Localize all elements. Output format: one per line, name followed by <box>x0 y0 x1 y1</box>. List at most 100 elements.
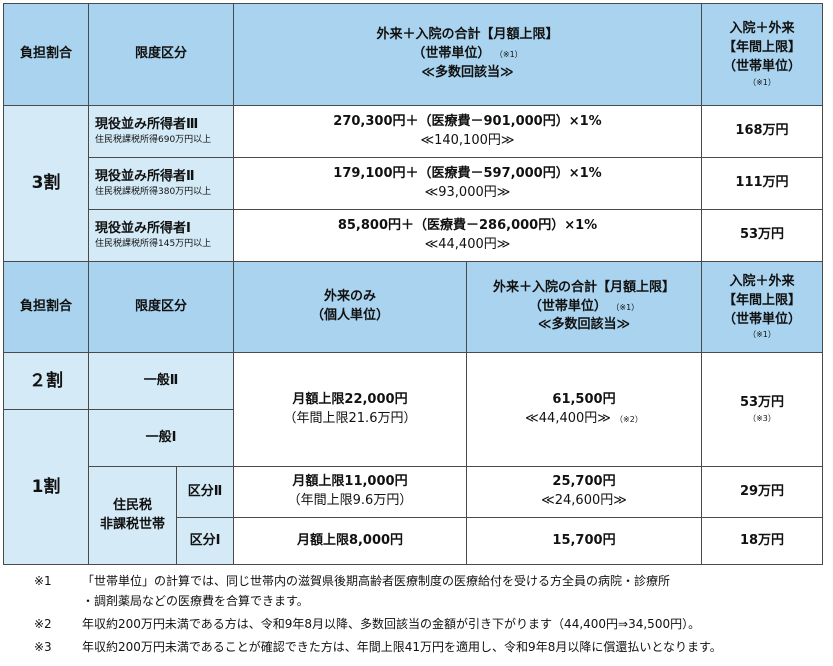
category-general-2: 一般Ⅱ <box>88 352 234 410</box>
tax-exempt-line1: 住民税 <box>112 497 152 513</box>
kubun-2-annual-value: 29万円 <box>739 483 785 499</box>
ratio-1-label: 1割 <box>31 476 61 497</box>
category-active-income-1: 現役並み所得者Ⅰ 住民税課税所得145万円以上 <box>88 209 234 262</box>
category-active-income-2: 現役並み所得者Ⅱ 住民税課税所得380万円以上 <box>88 157 234 210</box>
ratio-3-label: 3割 <box>31 173 61 194</box>
header2-annual-line1: 入院＋外来 <box>729 273 795 289</box>
copay-limit-table: 負担割合 限度区分 外来＋入院の合計【月額上限】 （世帯単位） （※1） ≪多数… <box>3 3 823 565</box>
category-sub: 住民税課税所得145万円以上 <box>95 239 212 250</box>
category-kubun-1: 区分Ⅰ <box>176 517 234 565</box>
kubun-2-label: 区分Ⅱ <box>187 483 223 499</box>
category-sub: 住民税課税所得380万円以上 <box>95 187 212 198</box>
general-annual-value: 53万円 <box>739 395 785 411</box>
category-tax-exempt: 住民税 非課税世帯 <box>88 466 177 565</box>
header-combined-title: 外来＋入院の合計【月額上限】 <box>376 27 559 43</box>
kubun-1-outpatient-monthly: 月額上限8,000円 <box>296 532 404 548</box>
general-2-label: 一般Ⅱ <box>143 372 179 388</box>
header2-outpatient-line1: 外来のみ <box>323 289 376 305</box>
footnote-text: 「世帯単位」の計算では、同じ世帯内の滋賀県後期高齢者医療制度の医療給付を受ける方… <box>82 574 671 588</box>
general-multiple: ≪44,400円≫ （※2） <box>525 410 643 426</box>
header-burden-text: 負担割合 <box>19 46 72 62</box>
general-1-label: 一般Ⅰ <box>145 429 177 445</box>
header2-household-unit: （世帯単位） （※1） <box>528 298 640 314</box>
kubun-1-label: 区分Ⅰ <box>189 532 221 548</box>
header2-annual-mark: （※1） <box>748 330 776 340</box>
header2-category-text: 限度区分 <box>134 298 187 314</box>
header2-annual-line3: （世帯単位） <box>722 311 801 327</box>
general-annual-limit: 53万円 （※3） <box>701 352 823 467</box>
header-limit-category: 限度区分 <box>88 3 234 106</box>
footnote-1-cont: ・調剤薬局などの医療費を合算できます。 <box>34 592 309 609</box>
header2-burden-text: 負担割合 <box>19 298 72 314</box>
header-annual-limit: 入院＋外来 【年間上限】 （世帯単位） （※1） <box>701 3 823 106</box>
footnote-mark: ※2 <box>34 617 52 631</box>
footnote-3: ※3 年収約200万円未満であることが確認できた方は、年間上限41万円を適用し、令… <box>34 638 722 655</box>
header2-combined-limit: 外来＋入院の合計【月額上限】 （世帯単位） （※1） ≪多数回該当≫ <box>466 261 702 353</box>
header2-combined-title: 外来＋入院の合計【月額上限】 <box>492 279 675 295</box>
kubun-1-outpatient-limit: 月額上限8,000円 <box>233 517 467 565</box>
header2-annual-limit: 入院＋外来 【年間上限】 （世帯単位） （※1） <box>701 261 823 353</box>
category-active-income-3: 現役並み所得者Ⅲ 住民税課税所得690万円以上 <box>88 105 234 158</box>
kubun-1-combined-limit: 15,700円 <box>466 517 702 565</box>
category-name: 現役並み所得者Ⅱ <box>95 168 195 184</box>
category-kubun-2: 区分Ⅱ <box>176 466 234 518</box>
kubun-2-annual-limit: 29万円 <box>701 466 823 518</box>
annual-value: 168万円 <box>735 123 789 139</box>
header-category-text: 限度区分 <box>134 46 187 62</box>
general-outpatient-limit: 月額上限22,000円 （年間上限21.6万円） <box>233 352 467 467</box>
annual-limit-active-1: 53万円 <box>701 209 823 262</box>
annual-limit-active-3: 168万円 <box>701 105 823 158</box>
general-outpatient-annual: （年間上限21.6万円） <box>283 410 417 426</box>
footnote-mark: ※3 <box>34 640 52 654</box>
footnote-text: 年収約200万円未満である方は、令和9年8月以降、多数回該当の金額が引き下がりま… <box>82 617 701 631</box>
multiple-text: ≪93,000円≫ <box>424 184 511 200</box>
combined-limit-active-3: 270,300円＋（医療費－901,000円）×1% ≪140,100円≫ <box>233 105 702 158</box>
multiple-text: ≪44,400円≫ <box>424 236 511 252</box>
annual-value: 53万円 <box>739 227 785 243</box>
header-annual-line1: 入院＋外来 <box>729 21 795 37</box>
combined-limit-active-1: 85,800円＋（医療費－286,000円）×1% ≪44,400円≫ <box>233 209 702 262</box>
category-name: 現役並み所得者Ⅰ <box>95 220 191 236</box>
combined-limit-active-2: 179,100円＋（医療費－597,000円）×1% ≪93,000円≫ <box>233 157 702 210</box>
header-annual-line2: 【年間上限】 <box>722 40 801 56</box>
kubun-2-outpatient-annual: （年間上限9.6万円） <box>287 493 413 508</box>
kubun-2-outpatient-monthly: 月額上限11,000円 <box>292 474 408 490</box>
general-outpatient-monthly: 月額上限22,000円 <box>292 391 408 407</box>
footnote-text: 年収約200万円未満であることが確認できた方は、年間上限41万円を適用し、令和9… <box>82 640 722 654</box>
kubun-2-combined-limit: 25,700円 ≪24,600円≫ <box>466 466 702 518</box>
header2-outpatient-line2: （個人単位） <box>310 308 389 323</box>
header2-multiple: ≪多数回該当≫ <box>537 317 631 333</box>
header2-annual-line2: 【年間上限】 <box>722 292 801 308</box>
header-multiple: ≪多数回該当≫ <box>421 64 514 80</box>
header-annual-line3: （世帯単位） <box>722 59 801 75</box>
category-general-1: 一般Ⅰ <box>88 409 234 467</box>
annual-value: 111万円 <box>735 175 789 191</box>
ratio-3-cell: 3割 <box>3 105 89 262</box>
kubun-2-outpatient-limit: 月額上限11,000円 （年間上限9.6万円） <box>233 466 467 518</box>
ratio-2-label: ２割 <box>29 370 63 391</box>
header2-burden-ratio: 負担割合 <box>3 261 89 353</box>
category-name: 現役並み所得者Ⅲ <box>95 116 199 132</box>
header2-limit-category: 限度区分 <box>88 261 234 353</box>
formula-text: 85,800円＋（医療費－286,000円）×1% <box>337 217 598 233</box>
header-annual-mark: （※1） <box>748 77 776 87</box>
general-combined-limit: 61,500円 ≪44,400円≫ （※2） <box>466 352 702 467</box>
kubun-2-combined-value: 25,700円 <box>552 474 616 490</box>
ratio-1-cell: 1割 <box>3 409 89 565</box>
footnote-2: ※2 年収約200万円未満である方は、令和9年8月以降、多数回該当の金額が引き下が… <box>34 615 700 632</box>
formula-text: 179,100円＋（医療費－597,000円）×1% <box>333 165 602 181</box>
footnote-1: ※1 「世帯単位」の計算では、同じ世帯内の滋賀県後期高齢者医療制度の医療給付を受け… <box>34 572 670 589</box>
header-combined-limit: 外来＋入院の合計【月額上限】 （世帯単位） （※1） ≪多数回該当≫ <box>233 3 702 106</box>
ratio-2-cell: ２割 <box>3 352 89 410</box>
formula-text: 270,300円＋（医療費－901,000円）×1% <box>333 113 602 129</box>
footnote-text: ・調剤薬局などの医療費を合算できます。 <box>82 594 309 608</box>
footnote-mark: ※1 <box>34 574 52 588</box>
annual-limit-active-2: 111万円 <box>701 157 823 210</box>
header2-outpatient-only: 外来のみ （個人単位） <box>233 261 467 353</box>
header-household-unit: （世帯単位） （※1） <box>412 46 523 62</box>
tax-exempt-line2: 非課税世帯 <box>99 516 165 532</box>
general-combined-value: 61,500円 <box>552 391 616 407</box>
multiple-text: ≪140,100円≫ <box>420 132 515 148</box>
kubun-1-combined-value: 15,700円 <box>552 532 616 548</box>
general-annual-mark: （※3） <box>748 414 776 424</box>
